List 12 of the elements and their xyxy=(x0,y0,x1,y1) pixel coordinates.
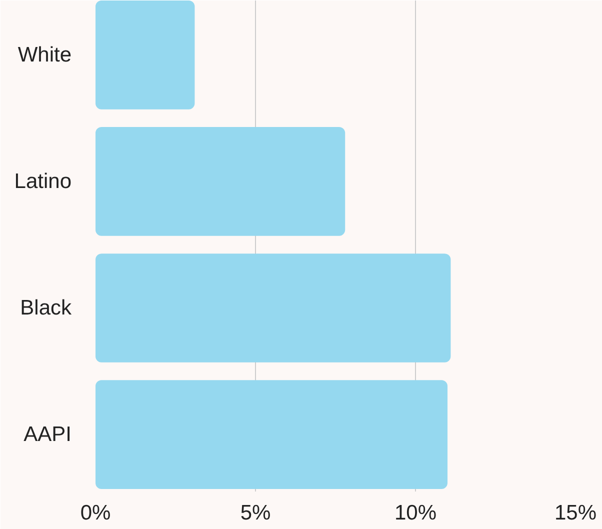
bar xyxy=(96,0,195,110)
x-tick-label: 0% xyxy=(80,502,111,524)
y-tick-label: Black xyxy=(20,296,72,320)
bar xyxy=(96,127,346,236)
y-tick-label: AAPI xyxy=(24,423,72,446)
bar xyxy=(96,380,448,489)
x-tick-label: 15% xyxy=(554,502,597,524)
bar xyxy=(96,254,451,362)
y-tick-label: Latino xyxy=(14,170,72,193)
x-tick-label: 10% xyxy=(394,502,437,524)
y-tick-label: White xyxy=(18,43,72,66)
x-tick-label: 5% xyxy=(240,502,271,524)
